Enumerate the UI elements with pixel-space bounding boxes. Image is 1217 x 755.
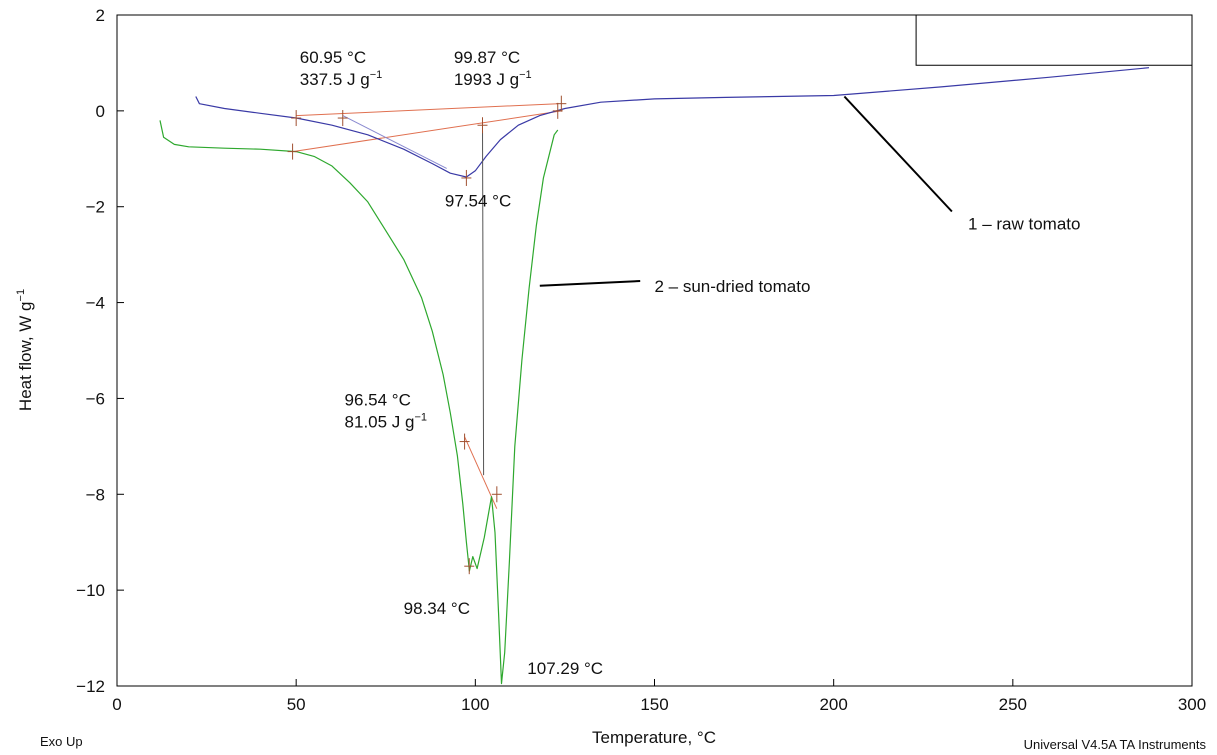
peak-annotation-temperature: 96.54 °C [345,391,411,410]
series-label-sun-dried-tomato: 2 – sun-dried tomato [655,277,811,296]
inset-box-group [915,15,1192,66]
x-tick-label: 100 [461,695,489,714]
x-tick-label: 300 [1178,695,1206,714]
series-group [159,67,1150,685]
footer-exo-up: Exo Up [40,734,83,749]
y-tick-label: −10 [76,581,105,600]
enthalpy-value: 1993 J g [454,70,519,89]
peak-annotation-temperature: 98.34 °C [404,599,470,618]
peak-annotation-temperature: 60.95 °C [300,48,366,67]
marker-group [287,95,567,575]
y-axis-title-main: Heat flow, W g [16,301,35,411]
tick-group: 0 50 100 150 200 250 300 2 0 −2 −4 −6 −8 −10 −12 [76,6,1206,714]
series-sun-dried-tomato-line [159,120,559,685]
footer-software: Universal V4.5A TA Instruments [1024,737,1207,752]
y-axis-title: Heat flow, W g−1 [15,289,35,411]
peak-drop-line [482,125,485,476]
x-tick-label: 250 [999,695,1027,714]
integration-baseline [296,103,558,117]
leader-group [539,95,953,287]
y-axis-title-superscript: −1 [15,289,27,302]
enthalpy-unit-superscript: −1 [414,412,427,424]
y-tick-label: 2 [96,6,105,25]
enthalpy-value: 337.5 J g [300,70,370,89]
y-tick-label: −6 [86,389,105,408]
enthalpy-unit-superscript: −1 [519,69,532,81]
peak-annotation-temperature: 107.29 °C [527,659,603,678]
y-tick-label: −2 [86,198,105,217]
x-tick-label: 150 [640,695,668,714]
series-label-raw-tomato: 1 – raw tomato [968,214,1080,233]
enthalpy-unit-superscript: −1 [370,69,383,81]
x-tick-label: 200 [819,695,847,714]
peak-annotation-enthalpy: 1993 J g−1 [454,69,532,89]
series-leader-line [843,95,953,213]
onset-tangent-line [342,115,447,169]
x-axis-title: Temperature, °C [592,728,716,747]
series-raw-tomato-line [195,67,1150,178]
enthalpy-value: 81.05 J g [345,413,415,432]
peak-annotation-enthalpy: 337.5 J g−1 [300,69,383,89]
peak-annotation-temperature: 97.54 °C [445,192,511,211]
y-tick-label: −12 [76,677,105,696]
baseline-group [292,103,562,509]
peak-annotation-temperature: 99.87 °C [454,48,520,67]
inset-box [915,15,1192,66]
integration-baseline [292,110,562,153]
y-tick-label: −4 [86,294,105,313]
y-tick-label: 0 [96,102,105,121]
x-tick-label: 0 [112,695,121,714]
series-leader-line [539,280,641,287]
peak-annotation-enthalpy: 81.05 J g−1 [345,412,428,432]
x-tick-label: 50 [287,695,306,714]
y-tick-label: −8 [86,485,105,504]
